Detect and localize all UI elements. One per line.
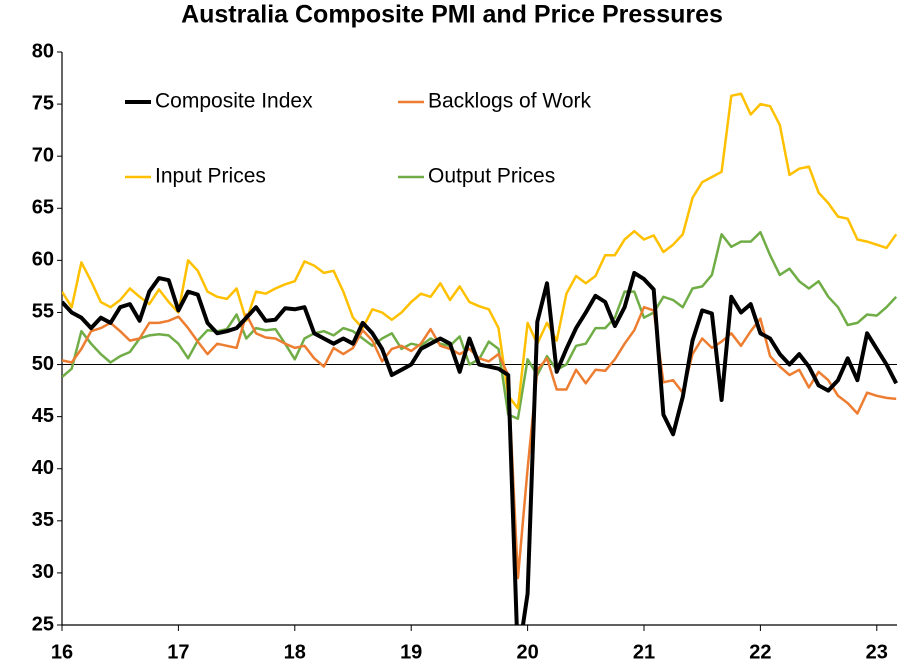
series-line [62, 92, 898, 410]
x-tick-label: 17 [167, 641, 189, 663]
y-tick-label: 60 [32, 249, 54, 271]
x-tick-label: 18 [284, 641, 306, 663]
x-tick-label: 16 [51, 641, 73, 663]
x-tick-label: 19 [400, 641, 422, 663]
x-tick-label: 23 [866, 641, 888, 663]
legend-label: Input Prices [155, 165, 266, 188]
y-tick-label: 40 [32, 457, 54, 479]
y-tick-label: 50 [32, 353, 54, 375]
legend-label: Backlogs of Work [428, 90, 592, 113]
legend-label: Composite Index [155, 90, 313, 113]
chart-title: Australia Composite PMI and Price Pressu… [181, 1, 723, 29]
y-tick-label: 45 [32, 405, 54, 427]
y-tick-label: 30 [32, 561, 54, 583]
x-tick-label: 22 [749, 641, 771, 663]
y-tick-label: 65 [32, 197, 54, 219]
series-line [62, 270, 898, 625]
x-tick-label: 20 [516, 641, 538, 663]
legend-label: Output Prices [428, 165, 555, 188]
y-tick-label: 75 [32, 92, 54, 114]
y-tick-label: 80 [32, 40, 54, 62]
x-tick-label: 21 [633, 641, 655, 663]
y-tick-label: 70 [32, 144, 54, 166]
y-tick-label: 25 [32, 613, 54, 635]
y-tick-label: 35 [32, 509, 54, 531]
series-line [62, 305, 897, 580]
y-tick-label: 55 [32, 301, 54, 323]
